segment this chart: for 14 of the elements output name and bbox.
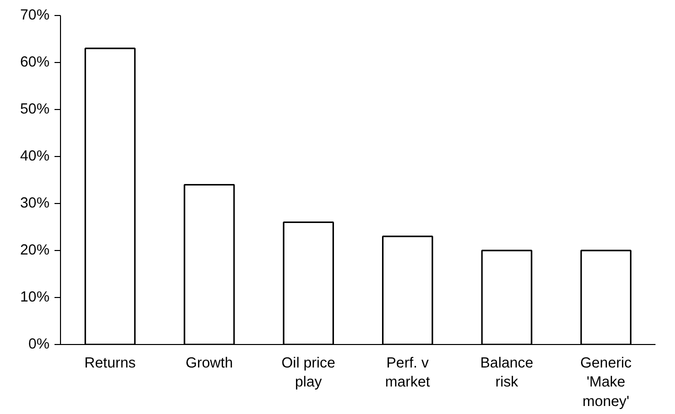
y-tick-label: 10% — [20, 290, 50, 306]
x-tick-label: Perf. v market — [385, 356, 430, 391]
y-tick-label: 30% — [20, 196, 50, 212]
y-tick-label: 0% — [28, 336, 50, 352]
y-tick-label: 40% — [20, 148, 50, 164]
x-tick-label: Balance risk — [480, 356, 534, 391]
x-tick-label: Growth — [186, 356, 233, 372]
y-tick-label: 20% — [20, 242, 50, 258]
x-tick-label: Oil price play — [282, 356, 336, 391]
y-tick-label: 50% — [20, 102, 50, 118]
x-tick-label: Returns — [84, 356, 136, 372]
x-tick-label: Generic 'Make money' — [580, 356, 632, 410]
y-tick-label: 70% — [20, 8, 50, 24]
y-tick-label: 60% — [20, 54, 50, 70]
